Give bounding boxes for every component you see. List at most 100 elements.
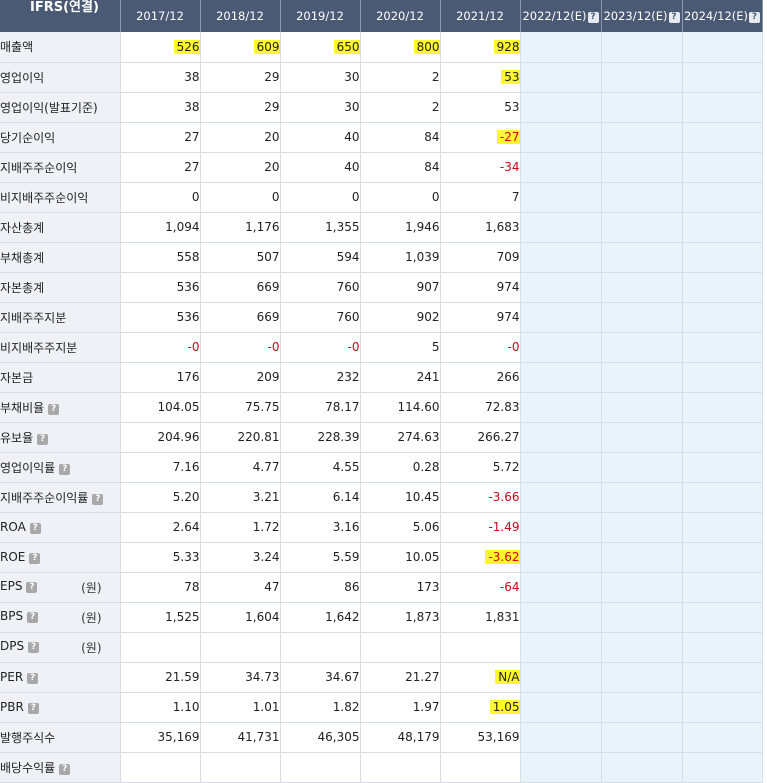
cell-value: 1.97 bbox=[412, 700, 440, 714]
cell-value: 4.77 bbox=[252, 460, 280, 474]
value-cell: 29 bbox=[200, 92, 281, 123]
help-icon[interactable]: ? bbox=[749, 12, 760, 23]
cell-value: 78 bbox=[184, 580, 200, 594]
cell-value: 7.16 bbox=[172, 460, 200, 474]
value-cell: 35,169 bbox=[120, 722, 201, 753]
value-cell: 30 bbox=[280, 62, 361, 93]
cell-value: 709 bbox=[496, 250, 520, 264]
value-cell: 38 bbox=[120, 62, 201, 93]
estimate-cell bbox=[601, 692, 683, 723]
cell-value: -3.62 bbox=[485, 550, 519, 564]
table-row: 자산총계 1,094 1,176 1,355 1,946 1,683 bbox=[0, 212, 763, 243]
row-label: 발행주식수 bbox=[0, 722, 121, 753]
table-row: ROA? 2.64 1.72 3.16 5.06 -1.49 bbox=[0, 512, 763, 543]
estimate-cell bbox=[682, 212, 763, 243]
row-label-text: 비지배주주순이익 bbox=[0, 190, 89, 205]
value-cell: 974 bbox=[440, 272, 521, 303]
value-cell: -0 bbox=[120, 332, 201, 363]
cell-value: 20 bbox=[264, 160, 280, 174]
estimate-cell bbox=[682, 542, 763, 573]
value-cell: 78 bbox=[120, 572, 201, 603]
value-cell: 1,039 bbox=[360, 242, 441, 273]
value-cell: 5.20 bbox=[120, 482, 201, 513]
cell-value: 0 bbox=[271, 190, 280, 204]
value-cell: 29 bbox=[200, 62, 281, 93]
estimate-cell bbox=[520, 632, 602, 663]
help-icon[interactable]: ? bbox=[29, 523, 41, 534]
value-cell: 72.83 bbox=[440, 392, 521, 423]
help-icon[interactable]: ? bbox=[26, 581, 38, 593]
value-cell: 21.59 bbox=[120, 662, 201, 693]
cell-value: 10.05 bbox=[405, 550, 440, 564]
value-cell: -0 bbox=[280, 332, 361, 363]
estimate-cell bbox=[520, 512, 602, 543]
row-label-text: BPS bbox=[0, 608, 24, 623]
help-icon[interactable]: ? bbox=[27, 703, 39, 714]
row-label-text: 지배주주지분 bbox=[0, 310, 67, 325]
help-icon[interactable]: ? bbox=[37, 433, 49, 445]
cell-value: 3.24 bbox=[252, 550, 280, 564]
row-label: DPS? (원) bbox=[0, 632, 121, 663]
estimate-cell bbox=[520, 452, 602, 483]
cell-value: 27 bbox=[184, 160, 200, 174]
help-icon[interactable]: ? bbox=[59, 763, 71, 775]
column-header: 2021/12 bbox=[440, 0, 521, 32]
row-label-text: 배당수익률 bbox=[0, 760, 56, 775]
column-header: 2019/12 bbox=[280, 0, 361, 32]
cell-value: 2.64 bbox=[172, 520, 200, 534]
help-icon[interactable]: ? bbox=[29, 553, 41, 564]
cell-value: 526 bbox=[173, 39, 199, 54]
help-icon[interactable]: ? bbox=[59, 463, 71, 475]
estimate-cell bbox=[520, 542, 602, 573]
estimate-cell bbox=[520, 692, 602, 723]
cell-value: 53 bbox=[501, 70, 519, 84]
table-row: BPS? (원) 1,525 1,604 1,642 1,873 1,831 bbox=[0, 602, 763, 633]
value-cell: 760 bbox=[280, 302, 361, 333]
column-header-label: 2023/12(E) bbox=[603, 9, 668, 23]
estimate-cell bbox=[520, 92, 602, 123]
row-label-text: 부채총계 bbox=[0, 250, 45, 265]
row-unit: (원) bbox=[81, 640, 102, 655]
cell-value: 1.01 bbox=[252, 700, 280, 714]
estimate-cell bbox=[520, 242, 602, 273]
help-icon[interactable]: ? bbox=[27, 673, 39, 684]
estimate-cell bbox=[520, 32, 602, 63]
help-icon[interactable]: ? bbox=[28, 641, 40, 653]
help-icon[interactable]: ? bbox=[92, 493, 104, 505]
estimate-cell bbox=[682, 632, 763, 663]
table-row: 영업이익(발표기준) 38 29 30 2 53 bbox=[0, 92, 763, 123]
row-label: 당기순이익 bbox=[0, 122, 121, 153]
row-unit: (원) bbox=[81, 580, 102, 595]
estimate-cell bbox=[520, 212, 602, 243]
value-cell: 86 bbox=[280, 572, 361, 603]
value-cell: 40 bbox=[280, 152, 361, 183]
row-label: EPS? (원) bbox=[0, 572, 121, 603]
cell-value: 274.63 bbox=[397, 430, 440, 444]
value-cell: 241 bbox=[360, 362, 441, 393]
estimate-cell bbox=[601, 542, 683, 573]
column-header: 2022/12(E)? bbox=[520, 0, 602, 32]
estimate-cell bbox=[682, 182, 763, 213]
help-icon[interactable]: ? bbox=[587, 12, 599, 23]
table-row: PBR? 1.10 1.01 1.82 1.97 1.05 bbox=[0, 692, 763, 723]
cell-value: 176 bbox=[176, 370, 200, 384]
value-cell: -64 bbox=[440, 572, 521, 603]
estimate-cell bbox=[682, 722, 763, 753]
cell-value: -1.49 bbox=[488, 520, 520, 534]
cell-value: 53 bbox=[504, 100, 520, 114]
help-icon[interactable]: ? bbox=[27, 611, 39, 623]
cell-value: 1,039 bbox=[405, 250, 440, 264]
help-icon[interactable]: ? bbox=[48, 403, 60, 415]
column-header-label: 2017/12 bbox=[136, 9, 184, 23]
cell-value: 1,604 bbox=[245, 610, 280, 624]
estimate-cell bbox=[601, 602, 683, 633]
cell-value: 536 bbox=[176, 310, 200, 324]
estimate-cell bbox=[682, 272, 763, 303]
value-cell: 4.55 bbox=[280, 452, 361, 483]
value-cell: 274.63 bbox=[360, 422, 441, 453]
table-row: DPS? (원) bbox=[0, 632, 763, 663]
cell-value: 266 bbox=[496, 370, 520, 384]
cell-value: 104.05 bbox=[157, 400, 200, 414]
help-icon[interactable]: ? bbox=[668, 12, 680, 23]
row-label: 유보율? bbox=[0, 422, 121, 453]
